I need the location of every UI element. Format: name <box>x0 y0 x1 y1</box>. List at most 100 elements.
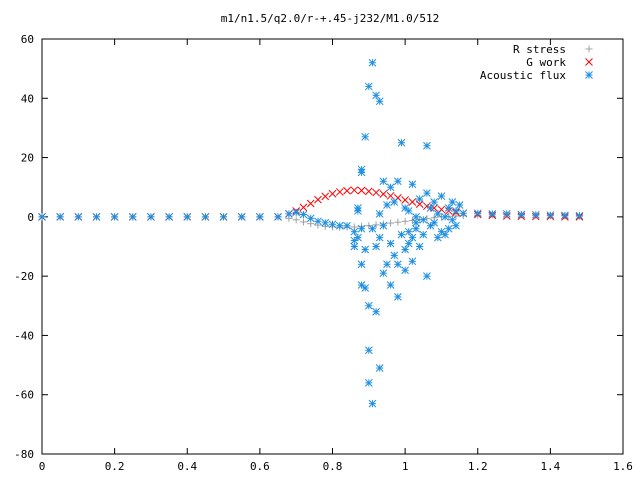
data-point-acoustic-flux <box>412 213 420 221</box>
x-tick-label: 0 <box>39 460 46 473</box>
data-point-acoustic-flux <box>364 379 373 387</box>
data-point-acoustic-flux <box>412 218 420 227</box>
data-point-acoustic-flux <box>56 213 65 221</box>
data-point-acoustic-flux <box>292 208 301 217</box>
data-point-acoustic-flux <box>237 213 246 221</box>
data-point-acoustic-flux <box>415 195 424 203</box>
data-point-acoustic-flux <box>401 266 409 275</box>
data-point-acoustic-flux <box>379 269 388 278</box>
y-tick-label: -40 <box>14 329 34 342</box>
data-point-acoustic-flux <box>488 210 497 218</box>
data-point-acoustic-flux <box>379 177 388 186</box>
x-tick-label: 0.6 <box>250 460 270 473</box>
data-point-acoustic-flux <box>354 233 362 242</box>
legend-marker-g-work <box>585 58 593 66</box>
data-point-g-work <box>321 192 330 201</box>
data-point-acoustic-flux <box>423 272 431 280</box>
x-tick-label: 1.6 <box>613 460 633 473</box>
data-point-acoustic-flux <box>448 215 457 224</box>
data-point-acoustic-flux <box>364 82 373 91</box>
data-point-acoustic-flux <box>256 213 264 221</box>
data-point-acoustic-flux <box>419 230 428 239</box>
data-point-acoustic-flux <box>404 227 413 236</box>
data-point-acoustic-flux <box>408 257 417 266</box>
data-point-acoustic-flux <box>397 230 406 239</box>
data-point-acoustic-flux <box>361 245 370 254</box>
axes: 0 0.2 0.4 0.6 0.8 1 1.2 1.4 1.6 -80 -60 -40 -20 0 20 40… <box>14 33 633 473</box>
data-point-acoustic-flux <box>394 260 402 269</box>
data-point-acoustic-flux <box>452 207 460 215</box>
data-point-r-stress <box>408 216 416 224</box>
data-point-acoustic-flux <box>357 224 366 233</box>
data-point-acoustic-flux <box>183 213 192 221</box>
x-tick-label: 0.2 <box>105 460 125 473</box>
data-point-acoustic-flux <box>375 97 384 106</box>
data-point-acoustic-flux <box>386 183 395 192</box>
data-point-acoustic-flux <box>314 217 322 226</box>
legend-label-acoustic-flux: Acoustic flux <box>480 69 566 82</box>
x-tick-label: 0.4 <box>177 460 197 473</box>
data-point-acoustic-flux <box>350 227 359 236</box>
data-point-acoustic-flux <box>531 210 540 219</box>
data-point-acoustic-flux <box>335 221 344 230</box>
data-point-r-stress <box>394 218 402 226</box>
data-point-r-stress <box>292 216 300 224</box>
y-tick-label: -20 <box>14 270 34 283</box>
data-point-r-stress <box>401 217 409 225</box>
data-point-acoustic-flux <box>375 364 384 372</box>
data-point-r-stress <box>372 221 380 229</box>
legend-marker-acoustic-flux <box>585 71 593 79</box>
data-point-g-work <box>335 188 344 196</box>
data-point-acoustic-flux <box>285 210 293 218</box>
data-point-acoustic-flux <box>368 58 377 67</box>
data-point-g-work <box>423 202 431 211</box>
data-point-acoustic-flux <box>517 210 526 219</box>
data-point-acoustic-flux <box>415 242 424 251</box>
data-point-acoustic-flux <box>368 224 377 233</box>
series-acoustic-flux <box>38 58 584 408</box>
plot-area <box>38 58 584 408</box>
data-point-acoustic-flux <box>441 230 449 239</box>
data-point-acoustic-flux <box>397 138 406 147</box>
data-point-g-work <box>430 204 439 212</box>
data-point-acoustic-flux <box>386 281 395 289</box>
data-point-g-work <box>386 191 395 200</box>
data-point-r-stress <box>387 219 395 227</box>
data-point-acoustic-flux <box>423 141 431 150</box>
data-point-acoustic-flux <box>430 218 439 227</box>
legend-label-g-work: G work <box>526 56 566 69</box>
data-point-acoustic-flux <box>375 210 384 218</box>
data-point-acoustic-flux <box>383 260 391 269</box>
data-point-acoustic-flux <box>364 301 373 310</box>
data-point-acoustic-flux <box>575 211 584 220</box>
data-point-acoustic-flux <box>201 213 210 221</box>
data-point-acoustic-flux <box>394 293 402 301</box>
data-point-acoustic-flux <box>412 224 420 233</box>
data-point-acoustic-flux <box>419 215 428 224</box>
data-point-acoustic-flux <box>404 207 413 215</box>
data-point-acoustic-flux <box>379 221 388 230</box>
data-point-acoustic-flux <box>74 213 83 221</box>
data-point-g-work <box>299 203 308 212</box>
data-point-r-stress <box>299 218 307 226</box>
data-point-acoustic-flux <box>459 209 468 218</box>
y-tick-label: 40 <box>21 92 34 105</box>
data-point-acoustic-flux <box>426 204 435 212</box>
data-point-acoustic-flux <box>350 242 359 251</box>
data-point-acoustic-flux <box>375 233 384 242</box>
data-point-acoustic-flux <box>401 245 409 254</box>
data-point-acoustic-flux <box>546 211 555 219</box>
data-point-g-work <box>328 189 337 198</box>
data-point-acoustic-flux <box>372 91 380 100</box>
y-tick-label: -60 <box>14 389 34 402</box>
data-point-g-work <box>437 205 446 214</box>
data-point-acoustic-flux <box>561 211 569 220</box>
data-point-acoustic-flux <box>452 221 460 230</box>
data-point-acoustic-flux <box>390 198 399 206</box>
data-point-acoustic-flux <box>306 214 315 223</box>
data-point-acoustic-flux <box>219 213 228 221</box>
data-point-acoustic-flux <box>92 213 101 221</box>
data-point-acoustic-flux <box>110 213 119 221</box>
data-point-acoustic-flux <box>368 399 377 408</box>
